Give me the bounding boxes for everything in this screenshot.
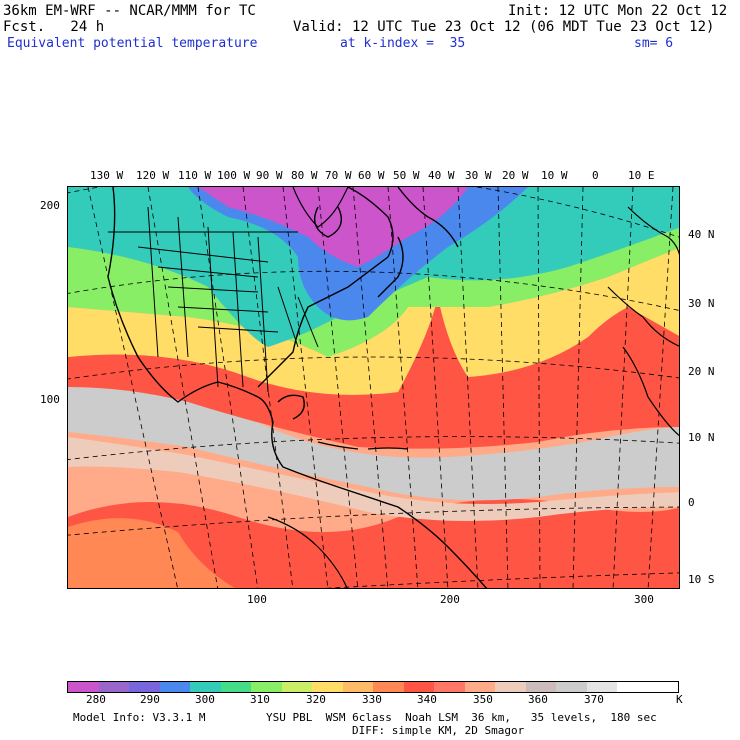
lon-label: 40 W bbox=[428, 169, 455, 182]
lon-label: 50 W bbox=[393, 169, 420, 182]
color-swatch bbox=[556, 682, 587, 692]
theta-e-map bbox=[67, 186, 680, 589]
fill-310 bbox=[68, 227, 679, 357]
grid-y-label: 200 bbox=[40, 199, 60, 212]
grid-x-label: 300 bbox=[634, 593, 654, 606]
color-swatch bbox=[159, 682, 190, 692]
lat-label: 10 N bbox=[688, 431, 715, 444]
forecast-hour: Fcst. 24 h bbox=[3, 19, 105, 35]
fill-340 bbox=[68, 297, 679, 449]
cbar-label: 280 bbox=[86, 693, 106, 706]
color-bar bbox=[67, 681, 679, 693]
lon-label: 30 W bbox=[465, 169, 492, 182]
cbar-label: 360 bbox=[528, 693, 548, 706]
lat-label: 0 bbox=[688, 496, 695, 509]
color-swatch bbox=[495, 682, 526, 692]
color-swatch bbox=[464, 682, 495, 692]
color-swatch bbox=[586, 682, 617, 692]
color-swatch bbox=[434, 682, 465, 692]
color-swatch bbox=[251, 682, 282, 692]
diffusion-info: DIFF: simple KM, 2D Smagor bbox=[352, 724, 525, 737]
coastlines bbox=[107, 187, 488, 588]
color-swatch bbox=[68, 682, 99, 692]
lat-label: 40 N bbox=[688, 228, 715, 241]
grid-y-label: 100 bbox=[40, 393, 60, 406]
lon-label: 110 W bbox=[178, 169, 212, 182]
fill-tropical-pink bbox=[68, 437, 679, 521]
cbar-unit: K bbox=[676, 693, 683, 706]
political-borders bbox=[108, 206, 319, 393]
lon-label: 0 bbox=[592, 169, 599, 182]
cbar-label: 310 bbox=[250, 693, 270, 706]
color-swatch bbox=[525, 682, 556, 692]
valid-time: Valid: 12 UTC Tue 23 Oct 12 (06 MDT Tue … bbox=[293, 19, 715, 35]
lon-label: 100 W bbox=[217, 169, 251, 182]
lon-label: 10 W bbox=[541, 169, 568, 182]
cbar-label: 330 bbox=[362, 693, 382, 706]
color-swatch bbox=[220, 682, 251, 692]
cbar-label: 350 bbox=[473, 693, 493, 706]
map-canvas bbox=[68, 187, 679, 588]
fill-south-orange bbox=[68, 518, 235, 588]
color-swatch bbox=[312, 682, 343, 692]
color-swatch bbox=[190, 682, 221, 692]
lon-label: 20 W bbox=[502, 169, 529, 182]
lon-label: 60 W bbox=[358, 169, 385, 182]
color-swatch bbox=[98, 682, 129, 692]
color-swatch bbox=[617, 682, 648, 692]
color-swatch bbox=[647, 682, 678, 692]
fill-tropical-grey bbox=[68, 387, 679, 501]
cbar-label: 290 bbox=[140, 693, 160, 706]
other-landmasses bbox=[267, 187, 679, 588]
fill-330 bbox=[68, 247, 679, 395]
lat-label: 30 N bbox=[688, 297, 715, 310]
color-swatch bbox=[129, 682, 160, 692]
cbar-label: 300 bbox=[195, 693, 215, 706]
lon-label: 130 W bbox=[90, 169, 124, 182]
cbar-label: 370 bbox=[584, 693, 604, 706]
color-swatch bbox=[342, 682, 373, 692]
lon-label: 120 W bbox=[136, 169, 170, 182]
lon-label: 70 W bbox=[325, 169, 352, 182]
fill-280 bbox=[198, 187, 468, 267]
color-swatch bbox=[281, 682, 312, 692]
k-index: at k-index = 35 bbox=[340, 36, 466, 51]
lon-label: 80 W bbox=[291, 169, 318, 182]
lon-label: 90 W bbox=[256, 169, 283, 182]
model-title: 36km EM-WRF -- NCAR/MMM for TC bbox=[3, 3, 256, 19]
color-swatch bbox=[403, 682, 434, 692]
model-info: Model Info: V3.3.1 M bbox=[73, 711, 206, 724]
lat-label: 10 S bbox=[688, 573, 715, 586]
field-name: Equivalent potential temperature bbox=[7, 36, 258, 51]
lat-label: 20 N bbox=[688, 365, 715, 378]
grid-x-label: 200 bbox=[440, 593, 460, 606]
smoothing: sm= 6 bbox=[634, 36, 674, 51]
fill-south-red bbox=[68, 499, 679, 588]
lon-label: 10 E bbox=[628, 169, 655, 182]
color-swatch bbox=[373, 682, 404, 692]
cbar-label: 320 bbox=[306, 693, 326, 706]
grid-x-label: 100 bbox=[247, 593, 267, 606]
init-time: Init: 12 UTC Mon 22 Oct 12 bbox=[508, 3, 728, 19]
cbar-label: 340 bbox=[417, 693, 437, 706]
graticule bbox=[68, 187, 679, 588]
physics-info: YSU PBL WSM 6class Noah LSM 36 km, 35 le… bbox=[266, 711, 657, 724]
